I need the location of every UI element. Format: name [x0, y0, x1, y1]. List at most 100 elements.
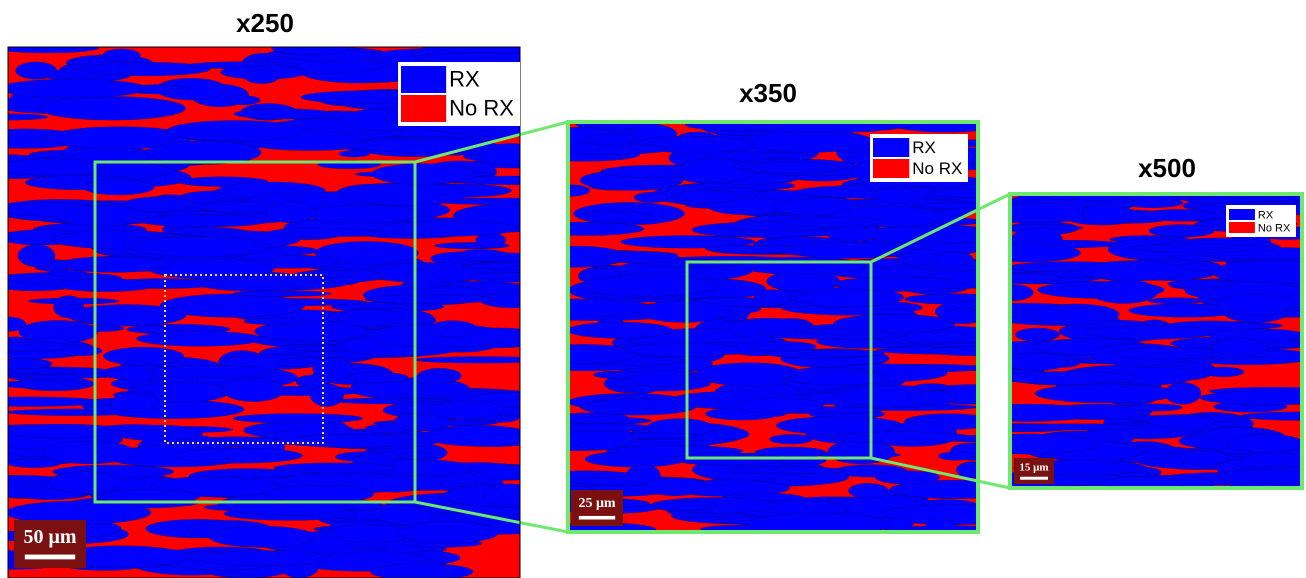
grain-region [244, 70, 279, 84]
grain-region [643, 478, 709, 495]
grain-region [1149, 225, 1214, 238]
legend-label: RX [1258, 209, 1274, 221]
grain-region [638, 301, 729, 323]
grain-region [1005, 353, 1070, 371]
legend-swatch [401, 95, 446, 122]
grain-region [629, 370, 693, 387]
legend-swatch [873, 159, 909, 178]
legend-label: RX [912, 138, 936, 157]
grain-region [833, 277, 962, 292]
grain-region [48, 471, 123, 493]
grain-region [372, 163, 476, 184]
grain-region [0, 43, 99, 53]
grain-region [429, 400, 503, 419]
grain-region [271, 41, 348, 55]
legend-label: RX [449, 66, 480, 91]
grain-region [42, 441, 135, 464]
grain-region [196, 551, 333, 566]
scale-bar-label: 25 μm [578, 496, 615, 511]
scale-bar-label: 50 μm [24, 526, 77, 548]
grain-region [913, 203, 1010, 209]
grain-region [346, 372, 408, 383]
grain-region [467, 272, 543, 282]
grain-region [342, 182, 468, 205]
scale-bar: 50 μm [14, 520, 86, 568]
grain-region [1212, 338, 1268, 356]
grain-region [0, 79, 147, 98]
grain-region [28, 298, 119, 304]
grain-region [1081, 261, 1185, 281]
grain-region [929, 188, 1008, 198]
scale-bar: 15 μm [1014, 458, 1054, 484]
grain-region [111, 393, 159, 412]
grain-region [103, 347, 184, 365]
grain-region [634, 192, 669, 202]
grain-region [19, 320, 98, 343]
grain-region [415, 357, 551, 363]
grain-region [463, 263, 552, 270]
grain-region [908, 391, 956, 406]
scale-bar: 25 μm [571, 490, 623, 526]
grain-region [175, 448, 303, 463]
grain-region [1219, 469, 1306, 483]
grain-region [980, 243, 1081, 262]
grain-region [267, 228, 376, 237]
legend-swatch [873, 138, 909, 157]
grain-region [1086, 326, 1216, 340]
grain-region [222, 378, 284, 402]
grain-region [455, 249, 509, 261]
scale-bar-label: 15 μm [1019, 461, 1048, 473]
grain-region [1127, 244, 1275, 252]
grain-region [167, 120, 305, 141]
grain-region [1127, 404, 1182, 411]
grain-region [1090, 280, 1159, 304]
panel-title: x250 [236, 8, 294, 38]
grain-region [925, 518, 957, 539]
grain-region [961, 434, 1098, 454]
grain-region [129, 236, 270, 256]
scale-bar-line [1020, 477, 1048, 480]
legend: RXNo RX [1226, 205, 1296, 237]
grain-region [209, 526, 316, 547]
grain-region [938, 452, 974, 461]
grain-region [578, 211, 652, 222]
figure: x250 x350 x500 RXNo RX 50 μm RXNo RX 25 μm RXN… [0, 0, 1306, 578]
grain-region [959, 203, 1099, 223]
grain-region [875, 471, 940, 484]
grain-region [137, 331, 263, 346]
grain-region [274, 463, 399, 473]
grain-region [103, 424, 166, 431]
grain-region [1165, 382, 1202, 404]
scale-bar-line [579, 516, 615, 520]
grain-region [982, 273, 1061, 284]
grain-region [15, 368, 78, 374]
grain-region [848, 483, 888, 498]
grain-region [302, 270, 355, 278]
grain-region [956, 462, 990, 479]
grain-region [600, 252, 679, 264]
grain-region [1, 380, 83, 388]
grain-region [1010, 424, 1146, 430]
panel-title: x500 [1138, 153, 1196, 183]
grain-region [513, 299, 652, 316]
grain-region [993, 284, 1033, 300]
grain-region [737, 398, 824, 414]
grain-region [671, 190, 744, 202]
grain-region [338, 309, 403, 327]
grain-region [244, 318, 308, 325]
legend: RXNo RX [398, 62, 520, 126]
grain-region [39, 96, 186, 120]
grain-region [18, 245, 55, 267]
panel-title: x350 [739, 78, 797, 108]
grain-region [581, 275, 719, 296]
grain-region [398, 521, 499, 543]
grain-region [306, 205, 420, 224]
grain-region [1217, 293, 1293, 315]
grain-region [56, 205, 142, 226]
grain-region [927, 346, 1021, 356]
grain-region [1148, 298, 1203, 304]
grain-region [531, 344, 638, 363]
grain-region [729, 320, 761, 336]
grain-region [727, 467, 845, 474]
